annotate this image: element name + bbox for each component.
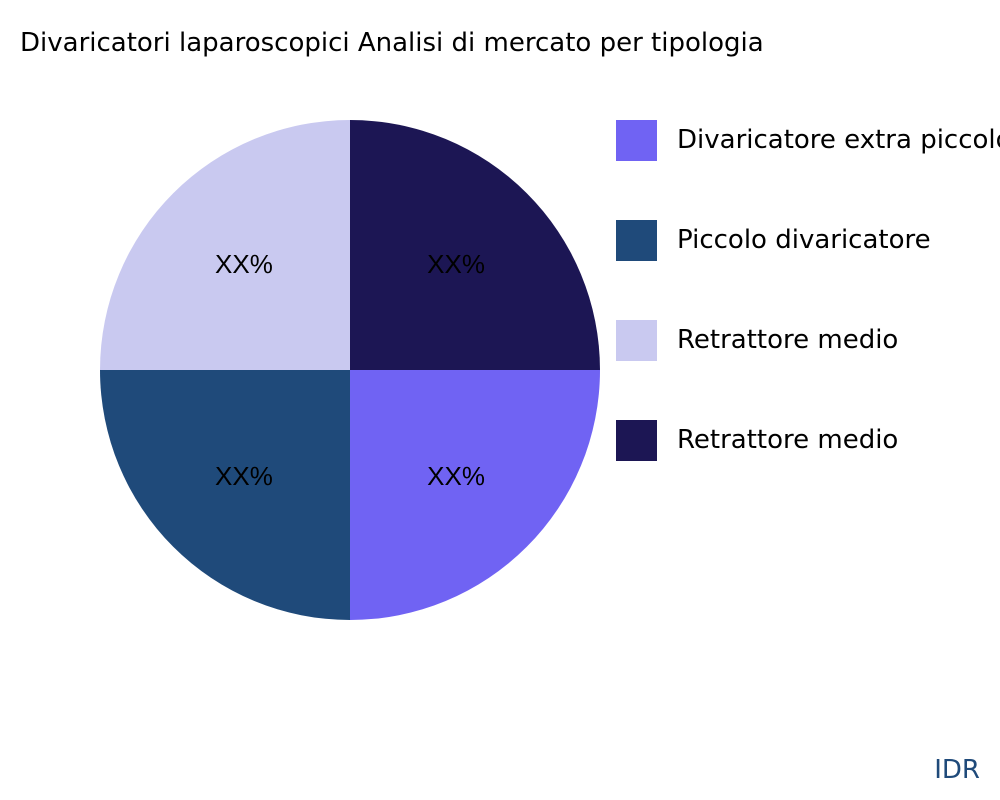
slice-data-label: XX%: [215, 249, 273, 279]
pie-slice: [100, 370, 350, 620]
legend-label: Retrattore medio: [677, 425, 899, 455]
legend-item: Retrattore medio: [616, 319, 899, 361]
slice-data-label: XX%: [427, 249, 485, 279]
legend-swatch: [616, 419, 657, 461]
legend-item: Piccolo divaricatore: [616, 219, 931, 261]
legend-label: Piccolo divaricatore: [677, 225, 931, 255]
chart-title: Divaricatori laparoscopici Analisi di me…: [20, 28, 764, 58]
legend-swatch: [616, 119, 657, 161]
legend-label: Divaricatore extra piccolo: [677, 125, 1000, 155]
pie-slice: [350, 370, 600, 620]
slice-data-label: XX%: [215, 461, 273, 491]
pie-slice: [100, 120, 350, 370]
legend-item: Retrattore medio: [616, 419, 899, 461]
slice-data-label: XX%: [427, 461, 485, 491]
brand-logo-text: IDR: [934, 755, 980, 785]
legend-item: Divaricatore extra piccolo: [616, 119, 1000, 161]
legend-swatch: [616, 219, 657, 261]
legend-label: Retrattore medio: [677, 325, 899, 355]
legend-swatch: [616, 319, 657, 361]
pie-slice: [350, 120, 600, 370]
